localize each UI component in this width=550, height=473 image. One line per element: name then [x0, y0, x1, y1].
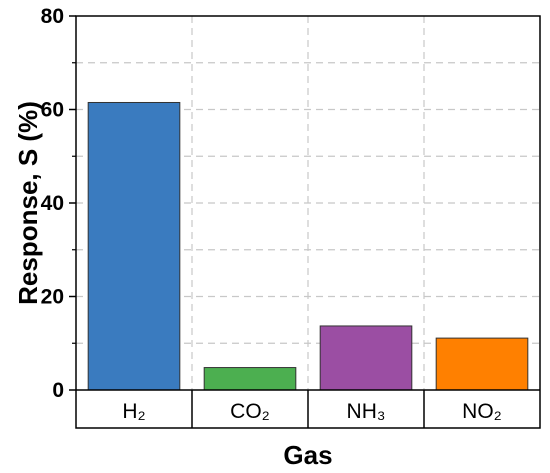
bar — [203, 367, 297, 391]
y-tick-label: 60 — [41, 99, 64, 122]
y-tick-label: 80 — [41, 5, 64, 28]
bar — [87, 101, 181, 391]
x-axis-ticks: H₂ CO₂ NH₃ NO₂ — [122, 390, 502, 428]
y-axis-label: Response, S (%) — [13, 101, 43, 305]
bars — [87, 101, 529, 391]
y-tick-label: 20 — [41, 286, 64, 309]
y-axis-ticks: 0 20 40 60 80 — [41, 5, 76, 402]
bar — [435, 337, 529, 391]
x-axis-label: Gas — [283, 440, 332, 470]
x-tick-label: CO₂ — [230, 400, 270, 423]
x-tick-label: H₂ — [122, 400, 145, 423]
y-tick-label: 40 — [41, 192, 64, 215]
y-tick-label: 0 — [52, 379, 64, 402]
bar — [319, 325, 413, 391]
x-tick-label: NO₂ — [462, 400, 502, 423]
x-tick-label: NH₃ — [347, 400, 386, 423]
